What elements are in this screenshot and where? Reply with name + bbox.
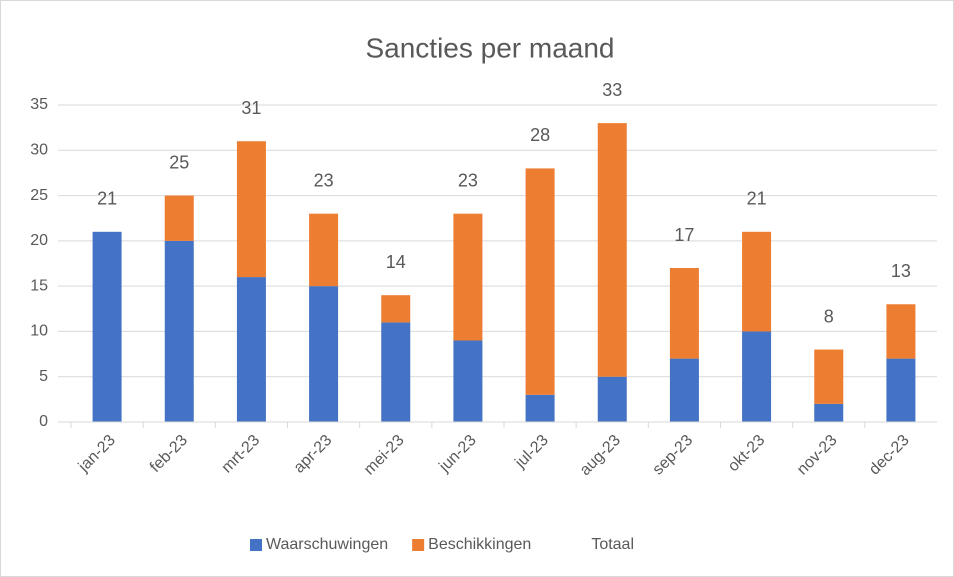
legend-label: Totaal — [591, 536, 634, 553]
y-tick-label: 5 — [39, 368, 48, 385]
y-tick-label: 35 — [30, 96, 48, 113]
bar-segment — [525, 168, 555, 395]
legend-label: Waarschuwingen — [266, 536, 388, 553]
bar-segment — [669, 268, 699, 359]
total-label: 21 — [747, 189, 767, 209]
bar-segment — [236, 141, 266, 278]
bar-segment — [886, 304, 916, 359]
bar-segment — [886, 358, 916, 422]
total-label: 14 — [386, 252, 406, 272]
bar-segment — [453, 340, 483, 422]
bar-segment — [453, 213, 483, 341]
total-label: 23 — [314, 170, 334, 190]
bar-segment — [164, 240, 194, 422]
bar-segment — [597, 376, 627, 422]
bar-segment — [309, 286, 339, 422]
bar-segment — [814, 403, 844, 422]
bar-segment — [742, 331, 772, 422]
y-tick-label: 10 — [30, 323, 48, 340]
bar-segment — [92, 231, 122, 422]
total-label: 17 — [674, 225, 694, 245]
legend-swatch — [250, 539, 262, 551]
y-tick-label: 15 — [30, 277, 48, 294]
bar-segment — [236, 277, 266, 422]
chart-title: Sancties per maand — [365, 32, 614, 63]
bar-segment — [164, 195, 194, 241]
bar-segment — [525, 394, 555, 422]
y-tick-label: 25 — [30, 187, 48, 204]
total-label: 21 — [97, 189, 117, 209]
legend-label: Beschikkingen — [428, 536, 531, 553]
y-tick-label: 30 — [30, 142, 48, 159]
bar-segment — [814, 349, 844, 404]
total-label: 31 — [241, 98, 261, 118]
total-label: 33 — [602, 80, 622, 100]
total-label: 13 — [891, 261, 911, 281]
bar-segment — [597, 123, 627, 377]
total-label: 8 — [824, 306, 834, 326]
total-label: 25 — [169, 152, 189, 172]
y-tick-label: 20 — [30, 232, 48, 249]
bar-segment — [669, 358, 699, 422]
bar-segment — [381, 295, 411, 323]
bar-segment — [742, 231, 772, 332]
bar-segment — [381, 322, 411, 422]
legend-swatch — [412, 539, 425, 551]
bar-segment — [309, 213, 339, 287]
y-tick-label: 0 — [39, 413, 48, 430]
total-label: 28 — [530, 125, 550, 145]
total-label: 23 — [458, 170, 478, 190]
